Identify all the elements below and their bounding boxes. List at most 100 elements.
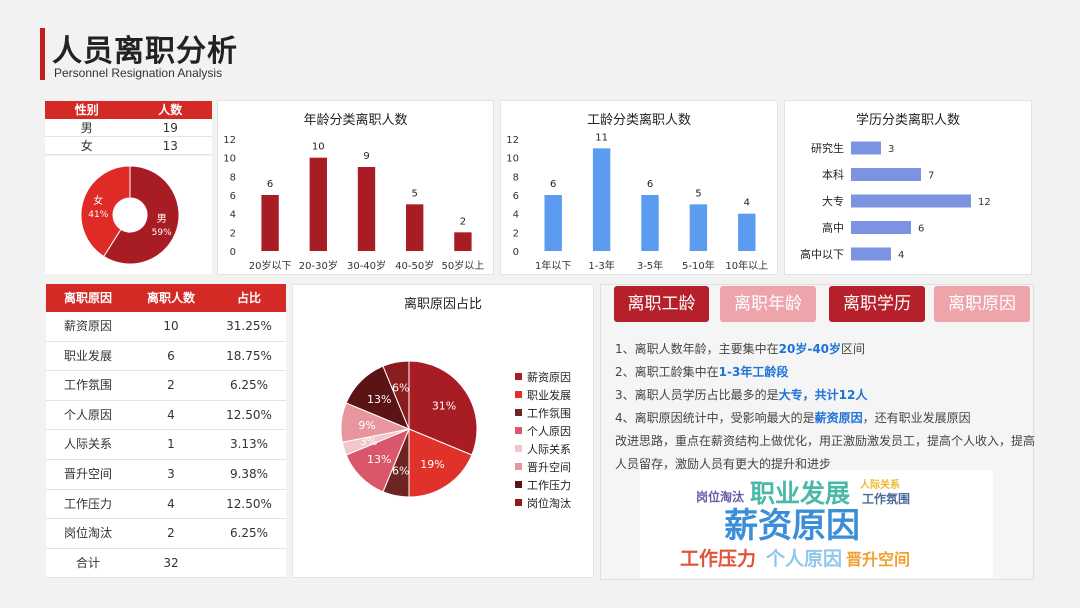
reason-pct: 9.38% bbox=[229, 466, 269, 481]
age-data-label: 2 bbox=[460, 216, 466, 227]
edu-data-label: 6 bbox=[918, 224, 924, 235]
age-xtick: 40-50岁 bbox=[395, 259, 434, 272]
reason-name: 个人原因 bbox=[63, 407, 112, 422]
age-ytick: 8 bbox=[230, 172, 236, 183]
legend-label: 人际关系 bbox=[527, 442, 571, 456]
pie-data-label: 6% bbox=[392, 464, 409, 477]
age-xtick: 20岁以下 bbox=[249, 259, 292, 272]
pie-data-label: 19% bbox=[420, 458, 444, 471]
note-line-5: 改进思路，重点在薪资结构上做优化，用正激励激发员工，提高个人收入，提高人员留存，… bbox=[615, 434, 1036, 471]
edu-bar bbox=[851, 247, 891, 261]
legend-swatch bbox=[515, 409, 522, 416]
age-xtick: 30-40岁 bbox=[347, 259, 386, 272]
note-highlight: 薪资原因 bbox=[814, 411, 863, 425]
gender-header-count: 人数 bbox=[158, 103, 183, 117]
cloud-word: 工作压力 bbox=[680, 548, 757, 570]
title-accent-bar bbox=[40, 28, 45, 80]
tenure-ytick: 0 bbox=[513, 247, 519, 258]
legend-label: 个人原因 bbox=[527, 425, 571, 438]
table-row: 晋升空间 3 9.38% bbox=[46, 460, 286, 490]
tenure-ytick: 12 bbox=[506, 135, 519, 146]
reason-header-count: 离职人数 bbox=[146, 291, 195, 305]
reason-pie-chart: 31%19%6%13%3%9%13%6%薪资原因职业发展工作氛围个人原因人际关系… bbox=[340, 360, 571, 510]
cloud-word: 个人原因 bbox=[766, 548, 843, 570]
gender-table-header: 性别 人数 bbox=[45, 101, 212, 119]
age-data-label: 6 bbox=[267, 179, 273, 190]
reason-table-body: 薪资原因 10 31.25% 职业发展 6 18.75% 工作氛围 2 6.25% 个人原因 4 12… bbox=[46, 312, 286, 579]
tenure-data-label: 4 bbox=[744, 198, 750, 209]
edu-category-label: 大专 bbox=[822, 194, 844, 208]
legend-swatch bbox=[515, 373, 522, 380]
cloud-word: 薪资原因 bbox=[724, 506, 860, 546]
table-row: 工作压力 4 12.50% bbox=[46, 490, 286, 520]
reason-pct: 12.50% bbox=[226, 407, 272, 422]
tenure-xtick: 5-10年 bbox=[682, 259, 715, 272]
age-data-label: 5 bbox=[412, 188, 418, 199]
edu-bar bbox=[851, 141, 881, 155]
tenure-ytick: 4 bbox=[513, 210, 519, 221]
reason-name: 薪资原因 bbox=[63, 319, 112, 333]
reason-header-name: 离职原因 bbox=[63, 291, 112, 305]
tenure-ytick: 2 bbox=[513, 228, 519, 239]
gender-label: 女 bbox=[80, 139, 93, 153]
edu-bar bbox=[851, 194, 971, 208]
edu-bar bbox=[851, 168, 921, 181]
tenure-ytick: 10 bbox=[506, 154, 519, 165]
reason-pct: 6.25% bbox=[229, 378, 269, 393]
legend-swatch bbox=[515, 481, 522, 488]
legend-label: 岗位淘汰 bbox=[527, 496, 571, 510]
age-chart-title: 年龄分类离职人数 bbox=[303, 113, 408, 128]
reason-count: 2 bbox=[167, 378, 175, 393]
pie-slice bbox=[408, 428, 473, 498]
note-text: 2、离职工龄集中在 bbox=[615, 365, 719, 379]
note-text: 4、离职原因统计中，受影响最大的是 bbox=[615, 411, 815, 425]
reason-header-pct: 占比 bbox=[236, 291, 261, 305]
donut-slice bbox=[80, 165, 131, 258]
age-data-label: 9 bbox=[363, 151, 369, 162]
legend-label: 晋升空间 bbox=[527, 460, 571, 474]
gender-header-label: 性别 bbox=[74, 103, 99, 117]
donut-label: 男 bbox=[157, 213, 167, 225]
pie-data-label: 6% bbox=[392, 382, 409, 395]
pie-slice bbox=[382, 360, 410, 430]
tenure-bar bbox=[544, 195, 562, 251]
reason-name: 职业发展 bbox=[63, 348, 112, 363]
age-chart-card: 年龄分类离职人数 0 2 4 6 8 10 12 6 20岁以下 10 20-30岁 9 30-40岁 5… bbox=[217, 100, 494, 275]
legend-label: 工作氛围 bbox=[527, 407, 571, 420]
pie-data-label: 31% bbox=[432, 400, 456, 413]
gender-count: 19 bbox=[162, 121, 178, 135]
pie-data-label: 9% bbox=[358, 419, 375, 432]
word-cloud: 薪资原因 职业发展 工作压力 个人原因 晋升空间 岗位淘汰 工作氛围 人际关系 bbox=[640, 470, 993, 578]
edu-category-label: 研究生 bbox=[811, 141, 844, 155]
tenure-bar bbox=[641, 195, 659, 251]
edu-category-label: 本科 bbox=[822, 168, 844, 182]
reason-name: 晋升空间 bbox=[63, 466, 112, 481]
tab-education[interactable]: 离职学历 bbox=[829, 286, 925, 322]
cloud-word: 岗位淘汰 bbox=[696, 490, 745, 504]
tab-age[interactable]: 离职年龄 bbox=[720, 286, 816, 322]
note-highlight: 20岁-40岁 bbox=[778, 342, 842, 356]
tenure-xtick: 1-3年 bbox=[588, 259, 614, 272]
reason-count: 32 bbox=[163, 555, 179, 570]
tenure-xtick: 3-5年 bbox=[637, 259, 663, 272]
age-bar-chart: 0 2 4 6 8 10 12 6 20岁以下 10 20-30岁 9 30-40岁 5 40-50岁 2 50… bbox=[223, 135, 484, 272]
tenure-data-label: 6 bbox=[647, 179, 653, 190]
age-bar bbox=[261, 195, 279, 251]
age-data-label: 10 bbox=[312, 142, 325, 153]
reason-pie-card: 离职原因占比 31% 19% 6% 13% 3% 9% 13% 6% 薪资原因 职业发展 工作氛围个… bbox=[292, 284, 594, 578]
tenure-ytick: 6 bbox=[513, 191, 519, 202]
note-highlight: 大专，共计12人 bbox=[778, 388, 868, 402]
age-bar bbox=[406, 204, 424, 251]
age-ytick: 0 bbox=[230, 247, 236, 258]
page-title: 人员离职分析 bbox=[52, 34, 238, 69]
reason-count: 10 bbox=[163, 319, 179, 333]
donut-pct: 41% bbox=[88, 210, 108, 220]
gender-donut-card: 男 59% 女 41% bbox=[45, 156, 212, 274]
tab-tenure[interactable]: 离职工龄 bbox=[614, 286, 709, 322]
tenure-bar bbox=[738, 213, 756, 251]
tab-reason[interactable]: 离职原因 bbox=[934, 286, 1030, 322]
gender-label: 男 bbox=[80, 121, 93, 135]
reason-count: 2 bbox=[167, 526, 175, 541]
age-ytick: 2 bbox=[230, 228, 236, 239]
age-bar bbox=[454, 232, 472, 251]
